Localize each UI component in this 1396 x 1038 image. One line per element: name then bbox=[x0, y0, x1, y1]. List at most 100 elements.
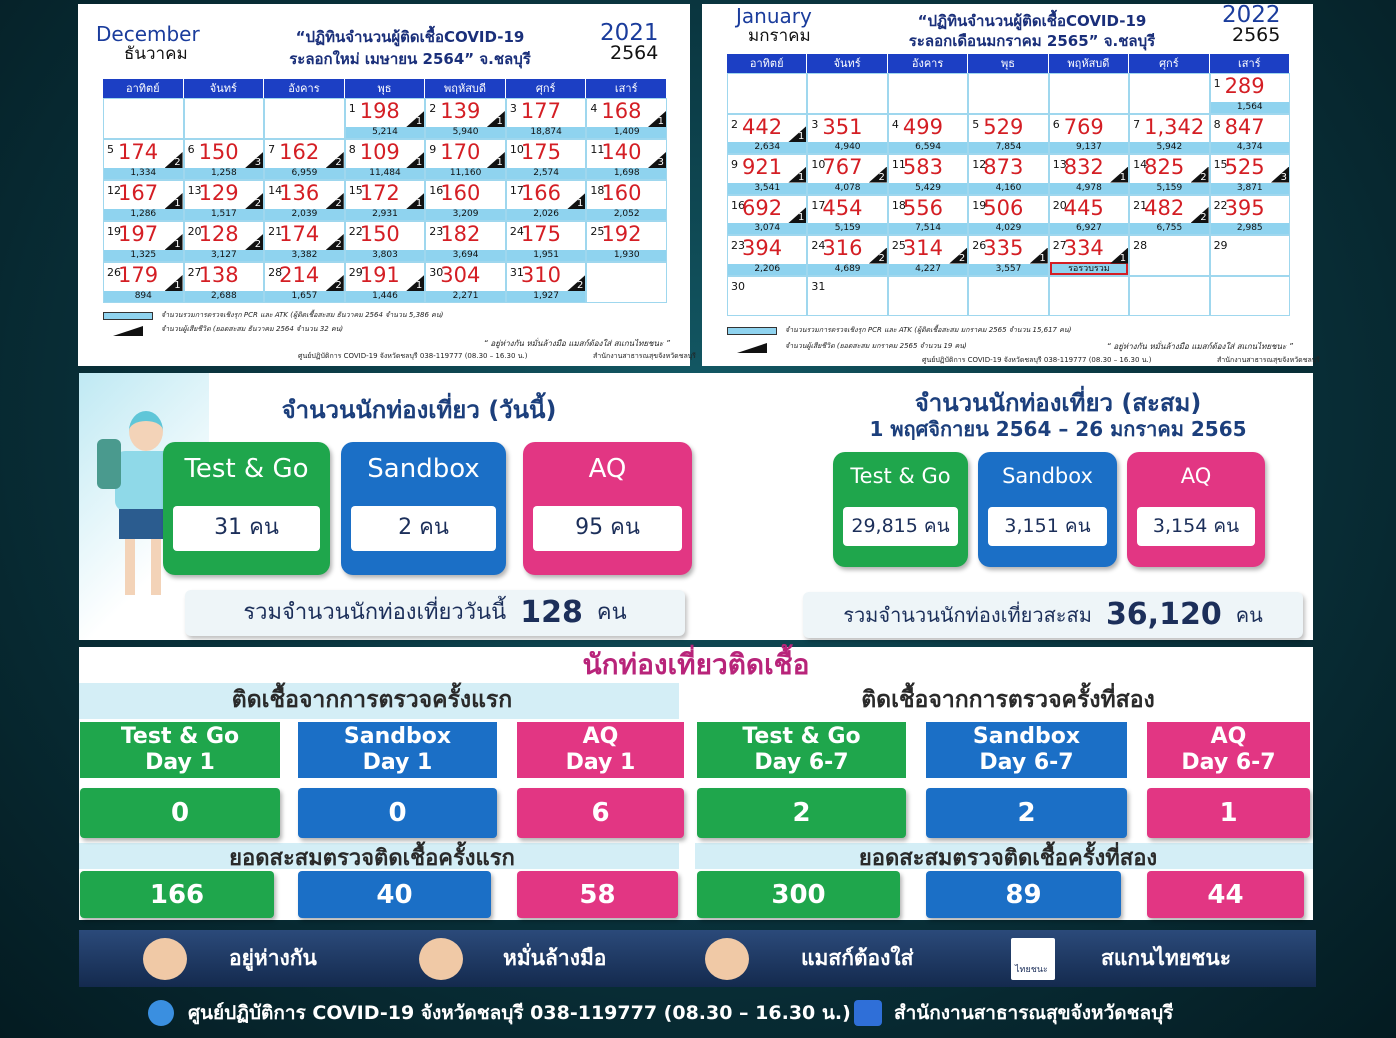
test-strip: 1,698 bbox=[587, 168, 666, 179]
death-count: 1 bbox=[415, 280, 423, 291]
infected-title: นักท่องเที่ยวติดเชื้อ bbox=[582, 648, 810, 681]
calendar-cell: 12 167 1,286 1 bbox=[103, 180, 184, 221]
death-count: 1 bbox=[1039, 252, 1046, 264]
calendar-cell bbox=[968, 275, 1049, 316]
day-number: 6 bbox=[1052, 117, 1060, 131]
test-strip: 3,803 bbox=[345, 250, 425, 261]
test-count: 1,517 bbox=[210, 209, 237, 219]
day-number: 25 bbox=[891, 239, 906, 252]
day-number: 16 bbox=[429, 184, 444, 197]
death-triangle: 1 bbox=[1029, 247, 1048, 264]
day-number: 24 bbox=[811, 239, 826, 252]
case-count: 316 bbox=[822, 236, 863, 260]
case-count: 174 bbox=[279, 222, 320, 246]
day-number: 12 bbox=[972, 158, 987, 171]
test-strip: 4,978 bbox=[1049, 182, 1129, 194]
death-count: 1 bbox=[496, 116, 503, 127]
test-strip: 6,755 bbox=[1130, 223, 1209, 234]
test-count: 5,429 bbox=[915, 182, 941, 193]
calendar-cell: 18 556 7,514 bbox=[887, 194, 969, 235]
case-count: 162 bbox=[279, 140, 320, 164]
test-strip: 5,429 bbox=[888, 182, 968, 194]
case-count: 136 bbox=[279, 181, 320, 205]
day-number: 25 bbox=[590, 225, 605, 238]
calendar-cell: 22 150 3,803 bbox=[344, 221, 426, 262]
case-count: 442 bbox=[742, 114, 783, 139]
day-number: 30 bbox=[429, 266, 444, 279]
case-count: 445 bbox=[1063, 195, 1104, 220]
section-title: 1 พฤศจิกายน 2564 – 26 มกราคม 2565 bbox=[869, 417, 1247, 441]
case-count: 767 bbox=[822, 155, 863, 179]
heading-band bbox=[79, 683, 679, 719]
day-number: 24 bbox=[509, 225, 524, 238]
test-strip: 1,286 bbox=[104, 209, 183, 220]
test-count: 6,927 bbox=[1076, 223, 1102, 233]
day-number: 14 bbox=[1133, 158, 1148, 171]
case-count: 454 bbox=[822, 195, 863, 220]
section-title: จำนวนนักท่องเที่ยว (วันนี้) bbox=[281, 396, 557, 424]
test-count: 1,258 bbox=[210, 168, 237, 178]
weekday-header: พฤหัสบดี bbox=[1048, 54, 1130, 73]
year-th: 2565 bbox=[1232, 24, 1281, 46]
death-triangle: 1 bbox=[788, 126, 807, 142]
case-count: 109 bbox=[359, 140, 400, 164]
case-count: 128 bbox=[198, 222, 239, 246]
day-number: 31 bbox=[509, 266, 524, 279]
test-strip: 6,959 bbox=[265, 168, 344, 179]
test-count: 5,214 bbox=[372, 127, 398, 137]
calendar-panel: January มกราคม “ปฏิทินจำนวนผู้ติดเชื้อCOVI… bbox=[702, 4, 1320, 366]
calendar-cell: 24 316 4,689 2 bbox=[807, 235, 888, 276]
day-number: 21 bbox=[1133, 198, 1148, 212]
death-count: 1 bbox=[1119, 171, 1127, 183]
column-day: Day 6-7 bbox=[1181, 750, 1276, 775]
death-count: 1 bbox=[496, 157, 503, 168]
total-box: รวมจำนวนนักท่องเที่ยวสะสม 36,120 คน bbox=[803, 592, 1303, 638]
infected-total: 300 bbox=[771, 880, 826, 910]
tile-count: 2 คน bbox=[398, 515, 449, 541]
day-number: 23 bbox=[429, 225, 444, 238]
calendar-cell: 5 529 7,854 bbox=[968, 113, 1049, 154]
test-count: 2,026 bbox=[533, 209, 559, 219]
test-strip: 1,258 bbox=[184, 168, 264, 179]
test-count: 1,930 bbox=[613, 250, 640, 260]
day-number: 6 bbox=[187, 143, 195, 156]
test-count: 4,978 bbox=[1076, 182, 1102, 193]
calendar-title: ระลอกใหม่ เมษายน 2564” จ.ชลบุรี bbox=[289, 50, 531, 68]
test-count: 4,940 bbox=[834, 142, 861, 152]
test-count: 2,206 bbox=[754, 263, 781, 274]
test-count: 6,959 bbox=[291, 168, 318, 178]
death-count: 1 bbox=[798, 212, 805, 223]
death-triangle: 1 bbox=[164, 193, 183, 209]
day-number: 5 bbox=[972, 117, 980, 131]
death-count: 1 bbox=[415, 198, 423, 209]
test-count: 3,557 bbox=[995, 263, 1022, 274]
weekday-header: อังคาร bbox=[887, 54, 969, 73]
day-number: 9 bbox=[731, 158, 738, 171]
test-count: 3,803 bbox=[372, 250, 398, 260]
day-number: 22 bbox=[1213, 198, 1228, 212]
test-strip: 4,374 bbox=[1210, 142, 1289, 153]
case-count: 167 bbox=[118, 181, 159, 205]
test-count: 2,634 bbox=[754, 142, 781, 152]
case-count: 921 bbox=[742, 155, 783, 179]
case-count: 191 bbox=[359, 263, 400, 287]
death-count: 1 bbox=[415, 157, 423, 168]
calendar-cell: 27 138 2,688 bbox=[183, 262, 265, 303]
column-day: Day 1 bbox=[565, 750, 636, 775]
traveler-head bbox=[129, 411, 163, 451]
test-strip: 5,214 bbox=[345, 127, 425, 138]
test-count: 18,874 bbox=[530, 127, 562, 137]
facebook-icon bbox=[854, 1000, 882, 1026]
heading-band bbox=[695, 843, 1313, 869]
year: 2021 bbox=[600, 20, 659, 46]
death-count: 2 bbox=[1200, 212, 1207, 223]
motto: “ อยู่ห่างกัน หมั่นล้างมือ แมสก์ต้องใส่ … bbox=[483, 339, 670, 348]
test-strip: 4,078 bbox=[808, 182, 887, 194]
total-unit: คน bbox=[1235, 603, 1263, 627]
calendar-cell: 21 482 6,755 2 bbox=[1129, 194, 1210, 235]
day-number: 18 bbox=[891, 198, 906, 212]
calendar-cell bbox=[727, 73, 808, 114]
case-count: 525 bbox=[1224, 155, 1265, 179]
tile-box: 3,154 คน bbox=[1137, 507, 1255, 547]
test-count: 3,074 bbox=[754, 223, 781, 233]
